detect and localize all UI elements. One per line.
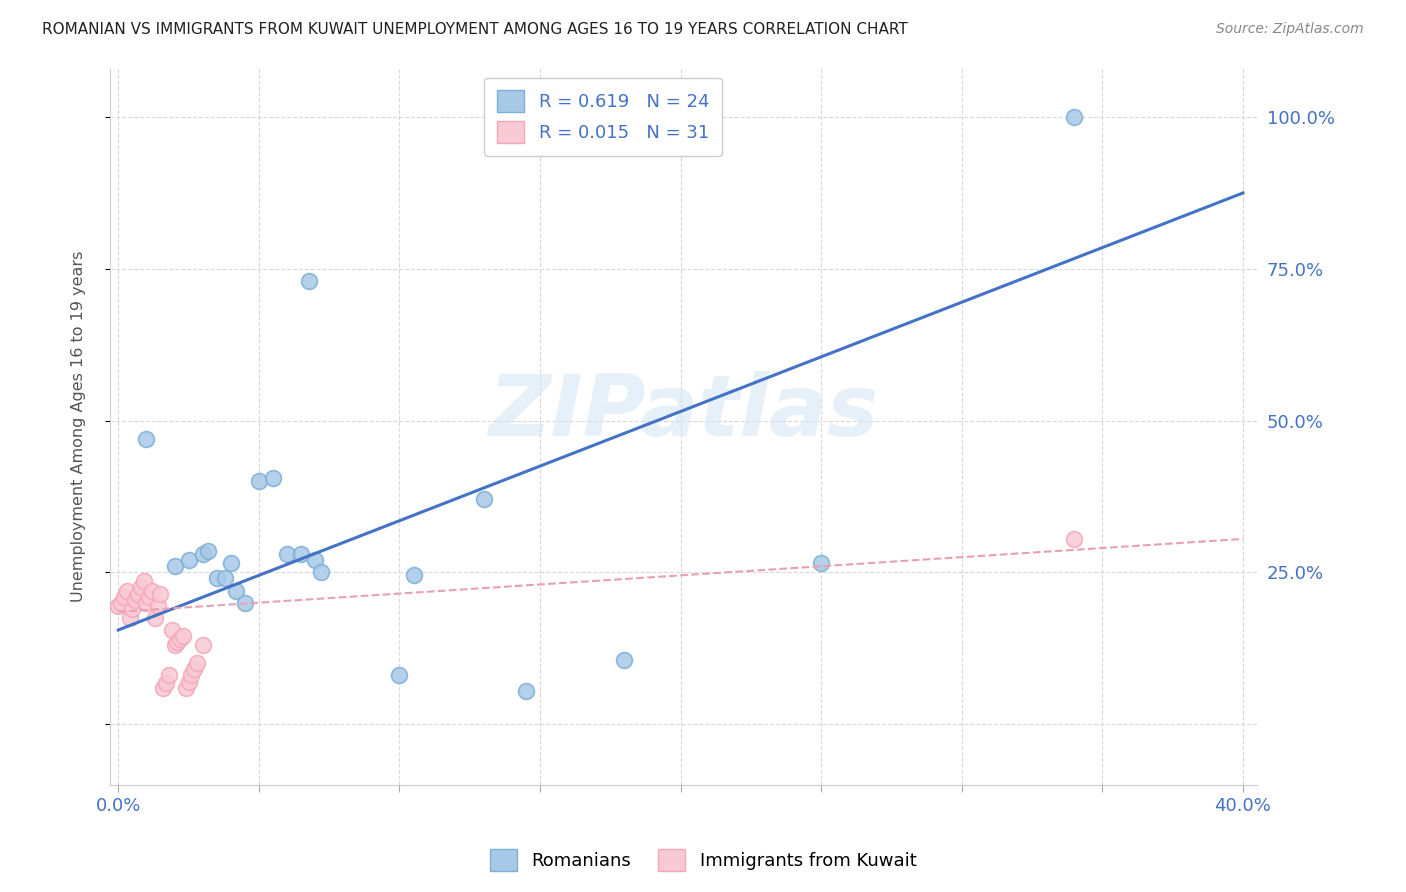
Point (262, 471, 284, 485)
Point (132, 574, 155, 589)
Point (166, 635, 188, 649)
Point (110, 596, 132, 610)
Point (157, 668, 180, 682)
Point (276, 547, 298, 561)
Point (163, 638, 186, 652)
Point (298, 274, 321, 288)
Point (163, 559, 186, 574)
Point (810, 556, 832, 570)
Point (515, 683, 537, 698)
Point (214, 571, 236, 585)
Text: Source: ZipAtlas.com: Source: ZipAtlas.com (1216, 22, 1364, 37)
Point (172, 629, 194, 643)
Point (138, 590, 160, 604)
Point (177, 553, 200, 567)
Point (143, 611, 166, 625)
Point (191, 547, 214, 561)
Point (183, 662, 205, 676)
Point (233, 596, 256, 610)
Point (402, 568, 425, 582)
Point (160, 623, 183, 637)
Point (613, 653, 636, 667)
Point (180, 668, 202, 682)
Point (191, 638, 214, 652)
Y-axis label: Unemployment Among Ages 16 to 19 years: Unemployment Among Ages 16 to 19 years (72, 251, 86, 602)
Point (107, 599, 129, 613)
Point (197, 544, 219, 558)
Point (290, 547, 312, 561)
Point (225, 583, 247, 598)
Legend: R = 0.619   N = 24, R = 0.015   N = 31: R = 0.619 N = 24, R = 0.015 N = 31 (485, 78, 721, 156)
Point (146, 599, 169, 613)
Point (152, 681, 174, 695)
Point (174, 681, 197, 695)
Point (304, 553, 326, 567)
Point (141, 583, 163, 598)
Point (205, 571, 228, 585)
Point (115, 583, 138, 598)
Point (177, 674, 200, 689)
Legend: Romanians, Immigrants from Kuwait: Romanians, Immigrants from Kuwait (482, 842, 924, 879)
Point (155, 675, 177, 690)
Text: ZIPatlas: ZIPatlas (488, 371, 879, 454)
Point (135, 596, 157, 610)
Point (112, 590, 135, 604)
Point (169, 632, 191, 646)
Point (118, 611, 141, 625)
Point (129, 581, 152, 595)
Point (127, 586, 149, 600)
Point (309, 566, 332, 580)
Point (186, 657, 208, 671)
Point (1063, 110, 1085, 124)
Point (121, 601, 143, 615)
Point (219, 556, 242, 570)
Point (135, 432, 157, 446)
Text: ROMANIAN VS IMMIGRANTS FROM KUWAIT UNEMPLOYMENT AMONG AGES 16 TO 19 YEARS CORREL: ROMANIAN VS IMMIGRANTS FROM KUWAIT UNEMP… (42, 22, 908, 37)
Point (472, 492, 495, 507)
Point (124, 592, 146, 607)
Point (247, 475, 270, 489)
Point (149, 586, 172, 600)
Point (388, 668, 411, 682)
Point (1063, 532, 1085, 546)
